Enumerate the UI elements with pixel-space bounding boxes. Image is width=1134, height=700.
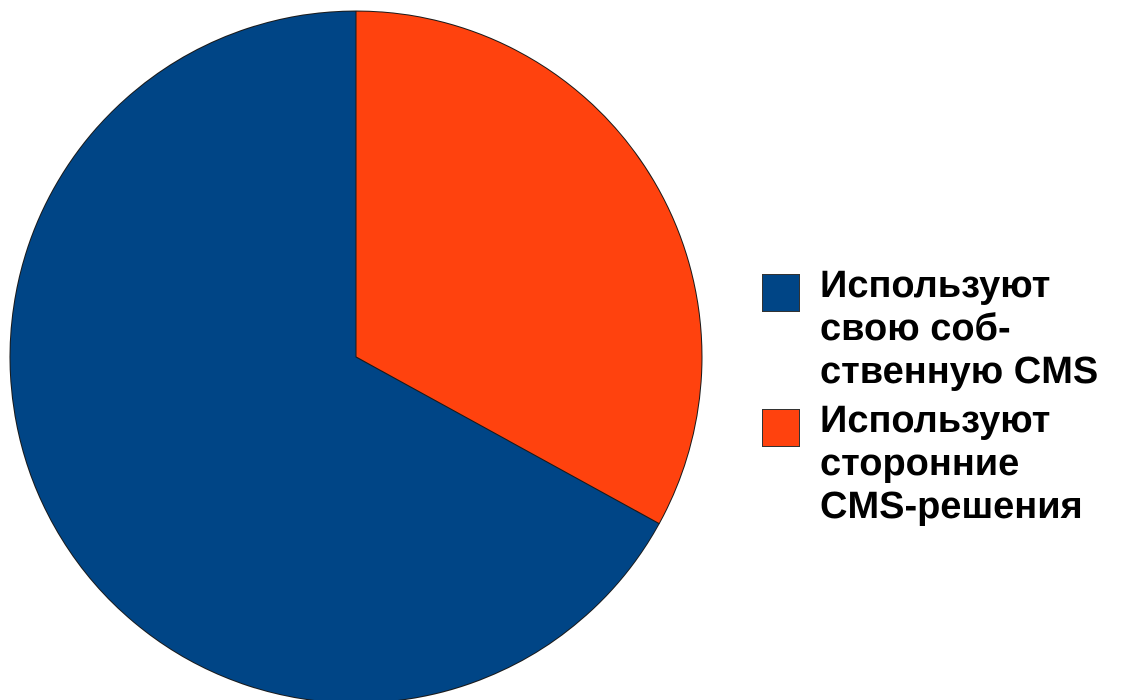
legend-swatch-third-party-cms <box>762 409 800 447</box>
chart-legend: Используют свою соб- ственную CMS Исполь… <box>762 264 1134 534</box>
legend-item-third-party-cms: Используют сторонние CMS-решения <box>762 399 1134 528</box>
pie-plot-area <box>9 10 703 700</box>
legend-label-third-party-cms: Используют сторонние CMS-решения <box>820 399 1083 527</box>
pie-slice-third-party-cms <box>355 10 703 525</box>
pie-slice-own-cms <box>9 10 660 700</box>
legend-swatch-own-cms <box>762 274 800 312</box>
legend-label-own-cms: Используют свою соб- ственную CMS <box>820 264 1099 392</box>
legend-item-own-cms: Используют свою соб- ственную CMS <box>762 264 1134 393</box>
